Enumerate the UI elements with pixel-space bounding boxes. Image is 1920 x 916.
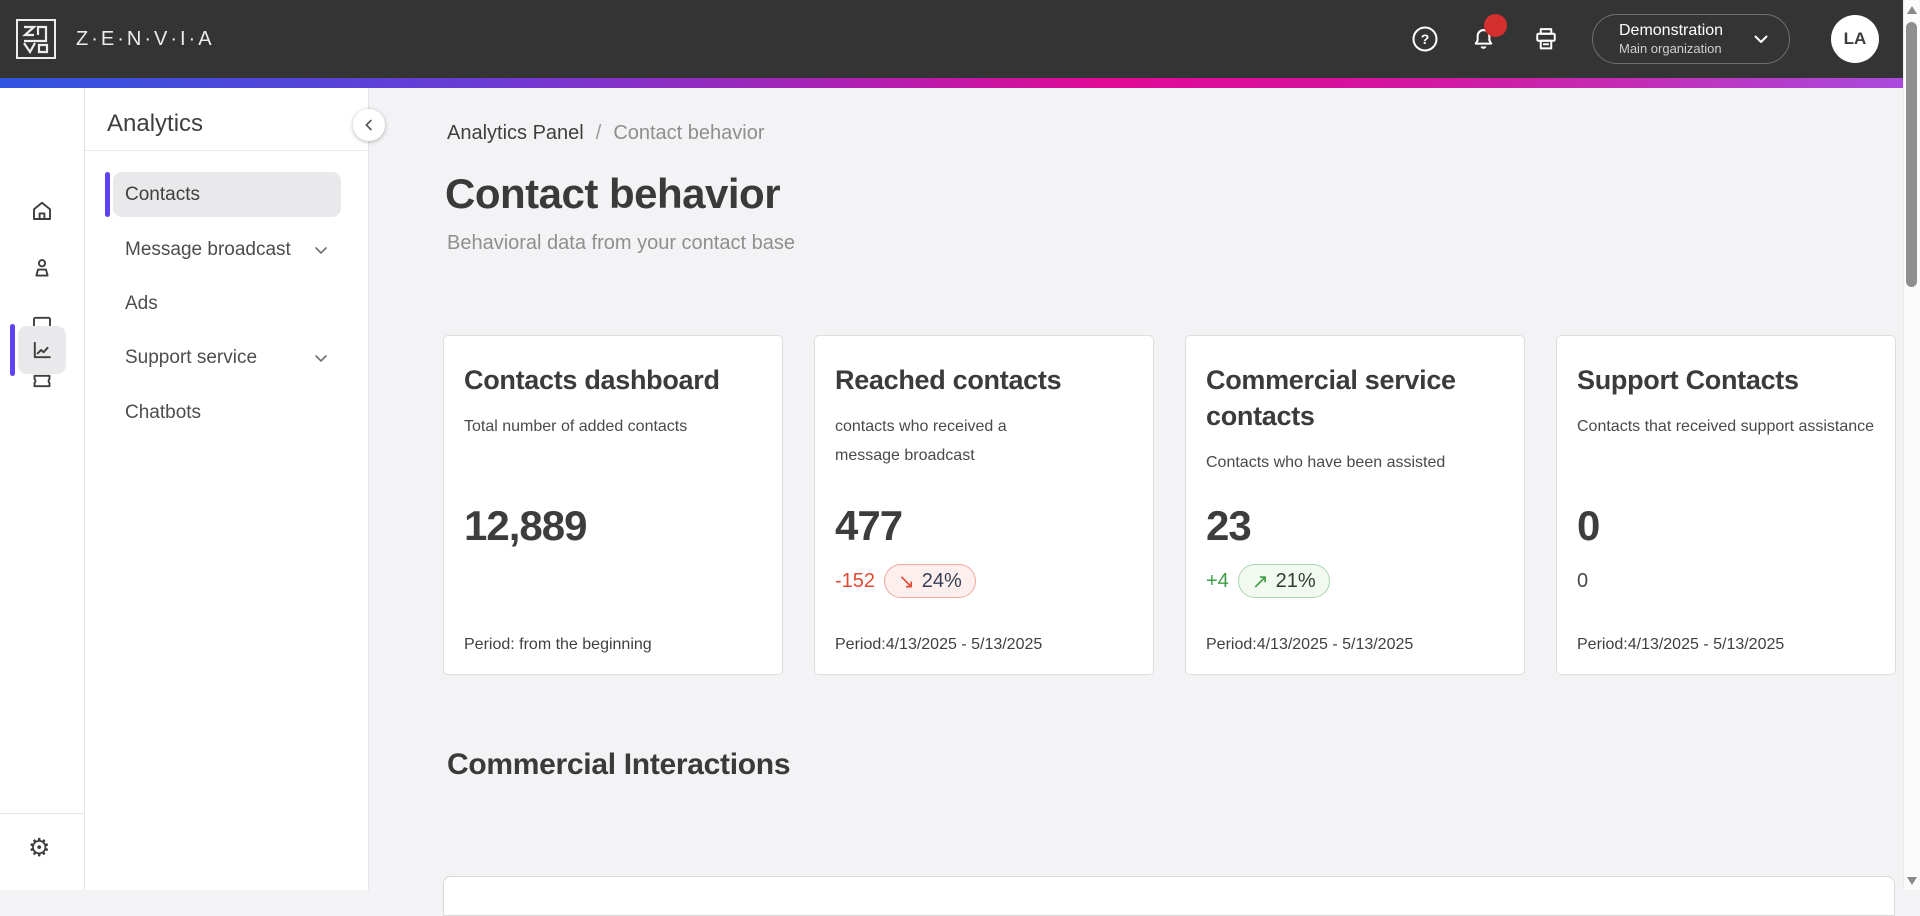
zenvia-logo-icon <box>14 17 58 61</box>
brand-gradient-bar <box>0 78 1903 88</box>
menu-item-support-service[interactable]: Support service <box>113 335 341 380</box>
user-avatar[interactable]: LA <box>1831 15 1879 63</box>
menu-item-chatbots[interactable]: Chatbots <box>125 401 202 423</box>
trend-up-arrow-icon: ↗ <box>1251 570 1269 593</box>
panel-divider <box>85 150 369 151</box>
card-value: 0 <box>1577 502 1600 549</box>
scroll-up-arrow[interactable] <box>1907 6 1917 14</box>
scrollbar-thumb[interactable] <box>1906 22 1917 287</box>
card-period: Period:4/13/2025 - 5/13/2025 <box>835 636 1043 653</box>
panel-title: Analytics <box>107 110 204 137</box>
card-support-contacts: Support Contacts Contacts that received … <box>1556 335 1896 675</box>
analytics-panel: Analytics Contacts Message broadcast Ads… <box>85 88 385 890</box>
kpi-cards-row: Contacts dashboard Total number of added… <box>443 335 1896 675</box>
main-content: Analytics Panel / Contact behavior Conta… <box>369 88 1903 916</box>
brand-name: Z·E·N·V·I·A <box>76 27 215 50</box>
chevron-down-icon <box>311 348 331 368</box>
home-icon <box>30 199 54 223</box>
organization-name: Demonstration <box>1619 21 1724 39</box>
zenvia-brand: Z·E·N·V·I·A <box>14 0 215 78</box>
trend-down-badge: ↘ 24% <box>884 564 976 598</box>
section-heading: Commercial Interactions <box>447 748 791 781</box>
scroll-down-arrow[interactable] <box>1907 877 1917 885</box>
breadcrumb: Analytics Panel / Contact behavior <box>447 122 765 145</box>
card-delta: +4 <box>1206 569 1229 592</box>
vertical-scrollbar[interactable] <box>1903 0 1920 890</box>
sidebar-item-tickets[interactable] <box>30 369 54 393</box>
card-description: Contacts that received support assistanc… <box>1577 418 1875 435</box>
card-period: Period:4/13/2025 - 5/13/2025 <box>1577 636 1785 653</box>
card-title: Reached contacts <box>835 365 1062 395</box>
page-title: Contact behavior <box>445 170 781 217</box>
help-icon[interactable]: ? <box>1410 24 1440 54</box>
icon-rail: ⚙ <box>0 88 85 890</box>
chevron-down-icon <box>1749 27 1773 51</box>
card-description: Total number of added contacts <box>464 418 688 435</box>
card-contacts-dashboard: Contacts dashboard Total number of added… <box>443 335 783 675</box>
settings-gear-icon[interactable]: ⚙ <box>28 834 51 862</box>
notification-dot <box>1484 14 1507 37</box>
ticket-icon <box>30 369 54 393</box>
card-commercial-service-contacts: Commercial service contacts Contacts who… <box>1185 335 1525 675</box>
menu-item-contacts[interactable]: Contacts <box>113 172 341 217</box>
printer-icon[interactable] <box>1531 24 1561 54</box>
card-value: 12,889 <box>464 502 587 549</box>
card-title: Contacts dashboard <box>464 365 720 395</box>
rail-divider <box>0 813 85 814</box>
organization-selector[interactable]: Demonstration Main organization <box>1592 14 1790 64</box>
sidebar-item-home[interactable] <box>30 199 54 223</box>
card-delta: 0 <box>1577 569 1589 592</box>
commercial-interactions-card <box>443 876 1895 916</box>
card-value: 477 <box>835 502 903 549</box>
notifications-bell-icon[interactable] <box>1468 14 1507 54</box>
chevron-left-icon <box>360 116 378 134</box>
menu-item-ads[interactable]: Ads <box>125 292 158 314</box>
line-chart-icon <box>30 338 54 362</box>
menu-item-message-broadcast[interactable]: Message broadcast <box>113 227 341 272</box>
card-title: Commercial service contacts <box>1206 365 1456 431</box>
page-subtitle: Behavioral data from your contact base <box>447 232 795 254</box>
sidebar-item-contacts[interactable] <box>30 256 54 280</box>
card-period: Period:4/13/2025 - 5/13/2025 <box>1206 636 1414 653</box>
card-title: Support Contacts <box>1577 365 1799 395</box>
active-menu-indicator <box>105 172 110 217</box>
person-icon <box>30 256 54 280</box>
trend-up-badge: ↗ 21% <box>1237 564 1330 598</box>
card-description: contacts who received a message broadcas… <box>835 418 1007 464</box>
breadcrumb-separator: / <box>595 122 602 144</box>
breadcrumb-analytics-panel[interactable]: Analytics Panel <box>447 122 584 144</box>
active-rail-indicator <box>10 324 15 376</box>
card-period: Period: from the beginning <box>464 636 652 653</box>
top-bar: Z·E·N·V·I·A ? Demonstration Main organiz… <box>0 0 1903 78</box>
card-value: 23 <box>1206 502 1252 549</box>
sidebar-item-analytics[interactable] <box>30 338 54 362</box>
trend-down-arrow-icon: ↘ <box>898 570 915 593</box>
card-reached-contacts: Reached contacts contacts who received a… <box>814 335 1154 675</box>
collapse-panel-button[interactable] <box>353 109 385 141</box>
organization-subtitle: Main organization <box>1619 40 1722 56</box>
avatar-initials: LA <box>1843 29 1867 48</box>
card-description: Contacts who have been assisted <box>1206 454 1446 471</box>
card-delta: -152 <box>835 569 876 592</box>
breadcrumb-current: Contact behavior <box>613 122 765 144</box>
chevron-down-icon <box>311 240 331 260</box>
svg-text:?: ? <box>1421 31 1430 47</box>
